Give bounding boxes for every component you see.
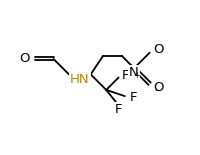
Text: O: O bbox=[20, 52, 30, 65]
Text: O: O bbox=[153, 43, 164, 56]
Text: N: N bbox=[129, 66, 139, 79]
Text: F: F bbox=[122, 69, 129, 82]
Text: +: + bbox=[133, 71, 140, 80]
Text: F: F bbox=[115, 103, 122, 116]
Text: F: F bbox=[130, 91, 138, 104]
Text: −: − bbox=[154, 86, 161, 95]
Text: HN: HN bbox=[70, 73, 90, 86]
Text: O: O bbox=[153, 81, 164, 94]
